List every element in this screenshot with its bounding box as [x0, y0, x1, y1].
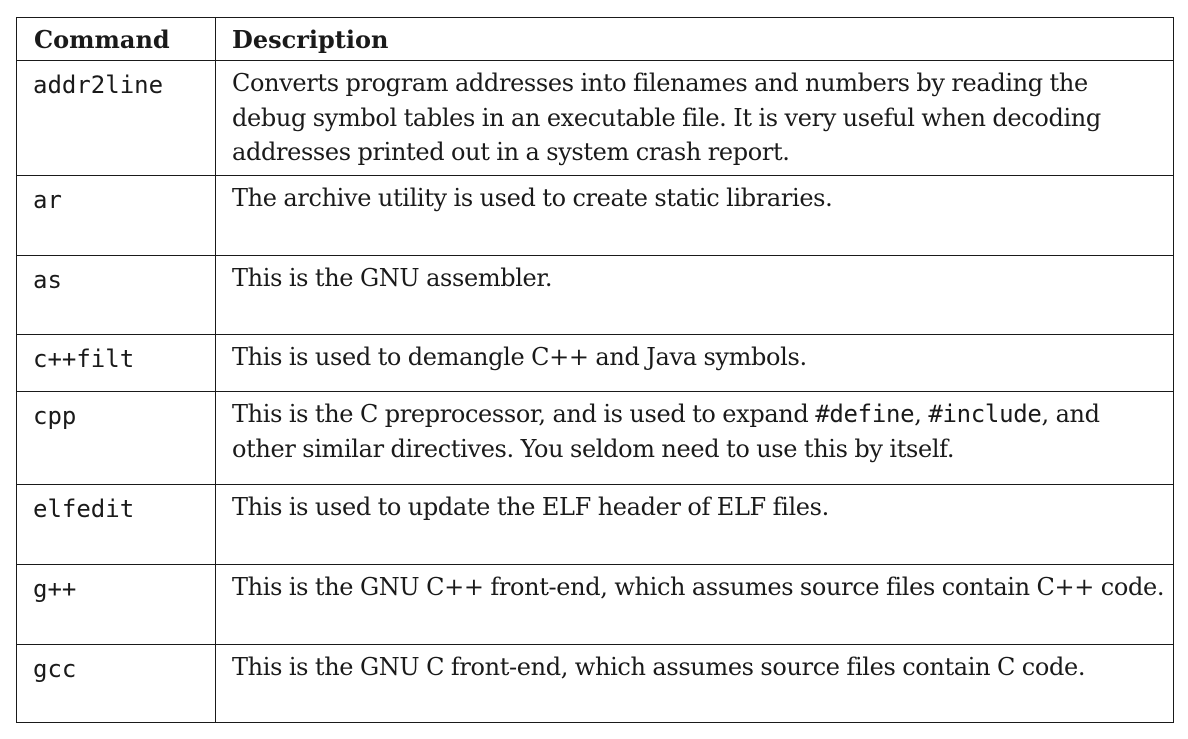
description-cell: This is the C preprocessor, and is used …: [215, 391, 1174, 485]
description-cell: This is the GNU C front-end, which assum…: [215, 644, 1174, 723]
description-text: This is the C preprocessor, and is used …: [232, 400, 816, 428]
description-cell: This is used to update the ELF header of…: [215, 484, 1174, 565]
description-cell: Converts program addresses into filename…: [215, 60, 1174, 176]
command-cell: g++: [16, 564, 216, 645]
table-row: c++filt This is used to demangle C++ and…: [16, 334, 1174, 392]
table-row: elfedit This is used to update the ELF h…: [16, 484, 1174, 565]
description-cell: This is the GNU assembler.: [215, 255, 1174, 335]
command-cell: cpp: [16, 391, 216, 485]
description-cell: The archive utility is used to create st…: [215, 175, 1174, 256]
table-header-row: Command Description: [16, 17, 1174, 61]
description-cell: This is used to demangle C++ and Java sy…: [215, 334, 1174, 392]
command-cell: gcc: [16, 644, 216, 723]
table-row: cpp This is the C preprocessor, and is u…: [16, 391, 1174, 485]
table-row: addr2line Converts program addresses int…: [16, 60, 1174, 176]
table-row: gcc This is the GNU C front-end, which a…: [16, 644, 1174, 723]
command-cell: ar: [16, 175, 216, 256]
description-cell: This is the GNU C++ front-end, which ass…: [215, 564, 1174, 645]
description-text: ,: [914, 400, 929, 428]
column-header-command: Command: [16, 17, 216, 61]
commands-table: Command Description addr2line Converts p…: [16, 17, 1174, 723]
command-cell: c++filt: [16, 334, 216, 392]
table-row: ar The archive utility is used to create…: [16, 175, 1174, 256]
description-text: , and other similar directives. You seld…: [232, 400, 1100, 463]
command-cell: elfedit: [16, 484, 216, 565]
table-row: g++ This is the GNU C++ front-end, which…: [16, 564, 1174, 645]
column-header-description: Description: [215, 17, 1174, 61]
code-include: #include: [928, 400, 1042, 428]
code-define: #define: [815, 400, 915, 428]
command-cell: as: [16, 255, 216, 335]
command-cell: addr2line: [16, 60, 216, 176]
table-row: as This is the GNU assembler.: [16, 255, 1174, 335]
